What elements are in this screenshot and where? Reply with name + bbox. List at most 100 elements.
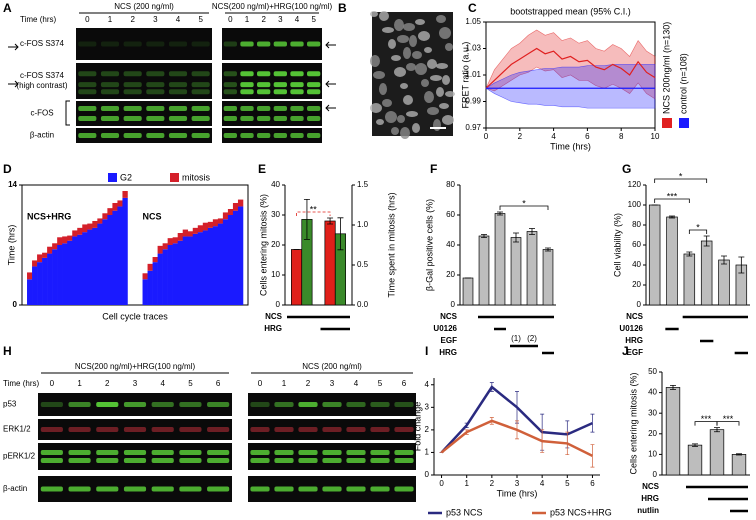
stack-segment	[232, 203, 239, 211]
lane-label: 2	[105, 379, 110, 388]
blot-band	[307, 71, 321, 77]
y-tick-label: 1.5	[357, 180, 369, 189]
blot-band	[322, 486, 342, 492]
blot-band	[394, 402, 414, 407]
axis-title: Cells entering mitosis (%)	[258, 194, 268, 296]
blot-band	[273, 82, 287, 88]
stack-segment	[107, 215, 113, 305]
blot-band	[78, 41, 97, 47]
significance-label: ***	[723, 414, 734, 424]
blot-band	[78, 106, 97, 111]
blot-band	[257, 71, 271, 77]
stack-segment	[167, 245, 173, 305]
blot-band	[274, 458, 294, 464]
axis-title: Fold change	[412, 402, 422, 452]
stack-segment	[187, 236, 194, 305]
blot-band	[298, 427, 318, 432]
blot-band	[298, 458, 318, 464]
group-label: NCS+HRG	[27, 211, 71, 221]
cell	[445, 43, 453, 51]
stack-segment	[192, 233, 199, 305]
stack-segment	[152, 262, 158, 305]
y-tick-label: 60	[632, 240, 641, 249]
panel-letter: C	[468, 1, 477, 15]
error-bar	[738, 256, 745, 274]
blot-band	[146, 82, 165, 88]
bracket	[65, 100, 70, 126]
condition-sublabel: (2)	[527, 334, 537, 343]
error-bar	[714, 427, 720, 433]
blot-band	[100, 106, 120, 111]
bar	[709, 429, 725, 476]
blot-band	[168, 71, 188, 77]
blot-band	[179, 427, 202, 432]
blot-band	[273, 71, 287, 77]
error-bar	[489, 417, 494, 425]
y-tick-label: 0	[451, 300, 456, 309]
arrows	[8, 41, 336, 112]
blot-band	[123, 486, 147, 492]
blot-band	[96, 458, 119, 464]
stack-segment	[172, 243, 178, 305]
blot-band	[307, 106, 321, 111]
row-label: β-actin	[3, 484, 27, 493]
x-tick-label: 8	[619, 132, 624, 141]
blot-band	[168, 89, 188, 95]
blot-band	[146, 133, 165, 138]
stack-segment	[47, 253, 53, 305]
cell	[388, 39, 396, 49]
row-label: c-FOS	[30, 109, 53, 118]
lane-label: 0	[258, 379, 263, 388]
stack-segment	[117, 200, 123, 207]
stack-segment	[237, 199, 244, 207]
cell	[397, 115, 405, 123]
blot-band	[307, 82, 321, 88]
blot-band	[96, 449, 119, 455]
panel-letter: B	[338, 1, 347, 15]
stack-segment	[62, 243, 68, 305]
blot-band	[40, 486, 63, 492]
x-tick-label: 2	[490, 479, 495, 488]
x-axis-title: Cell cycle traces	[102, 311, 168, 321]
panel-letter: J	[622, 344, 629, 358]
error-bar	[497, 211, 503, 216]
lane-label: 2	[306, 379, 311, 388]
condition-label: nutlin	[637, 506, 659, 515]
blot-band	[274, 427, 294, 432]
blot-band	[257, 133, 271, 138]
blot-band	[146, 89, 165, 95]
y-tick-label: 30	[271, 210, 280, 219]
condition-label: NCS	[626, 312, 644, 321]
significance-label: **	[310, 204, 318, 214]
blot-band	[100, 116, 120, 121]
blot-band	[370, 486, 390, 492]
blot-band	[346, 449, 366, 455]
error-bar	[670, 384, 676, 390]
axis-title: Cell viability (%)	[612, 213, 622, 277]
cell	[436, 87, 444, 97]
y-tick-label: 0.5	[357, 260, 369, 269]
condition-label: NCS	[642, 482, 660, 491]
bar	[324, 220, 336, 306]
legend-label: p53 NCS+HRG	[550, 507, 612, 517]
x-tick-label: 4	[551, 132, 556, 141]
blot-strip	[222, 128, 322, 143]
blot-band	[100, 133, 120, 138]
blot-band	[250, 458, 270, 464]
stack-segment	[87, 223, 93, 230]
y-tick-label: 1	[425, 448, 430, 457]
cell	[418, 31, 430, 41]
panel-letter: E	[258, 162, 266, 176]
lane-label: 3	[133, 379, 138, 388]
stack-segment	[27, 272, 33, 280]
cell	[382, 27, 394, 33]
lane-label: 5	[378, 379, 383, 388]
bar	[687, 444, 703, 476]
x-tick-label: 1	[464, 479, 469, 488]
lane-label: 0	[228, 15, 233, 24]
row-label: (high contrast)	[16, 81, 67, 90]
blot-band	[207, 486, 230, 492]
stack-segment	[77, 234, 83, 305]
blot-band	[290, 133, 304, 138]
lane-label: 0	[50, 379, 55, 388]
